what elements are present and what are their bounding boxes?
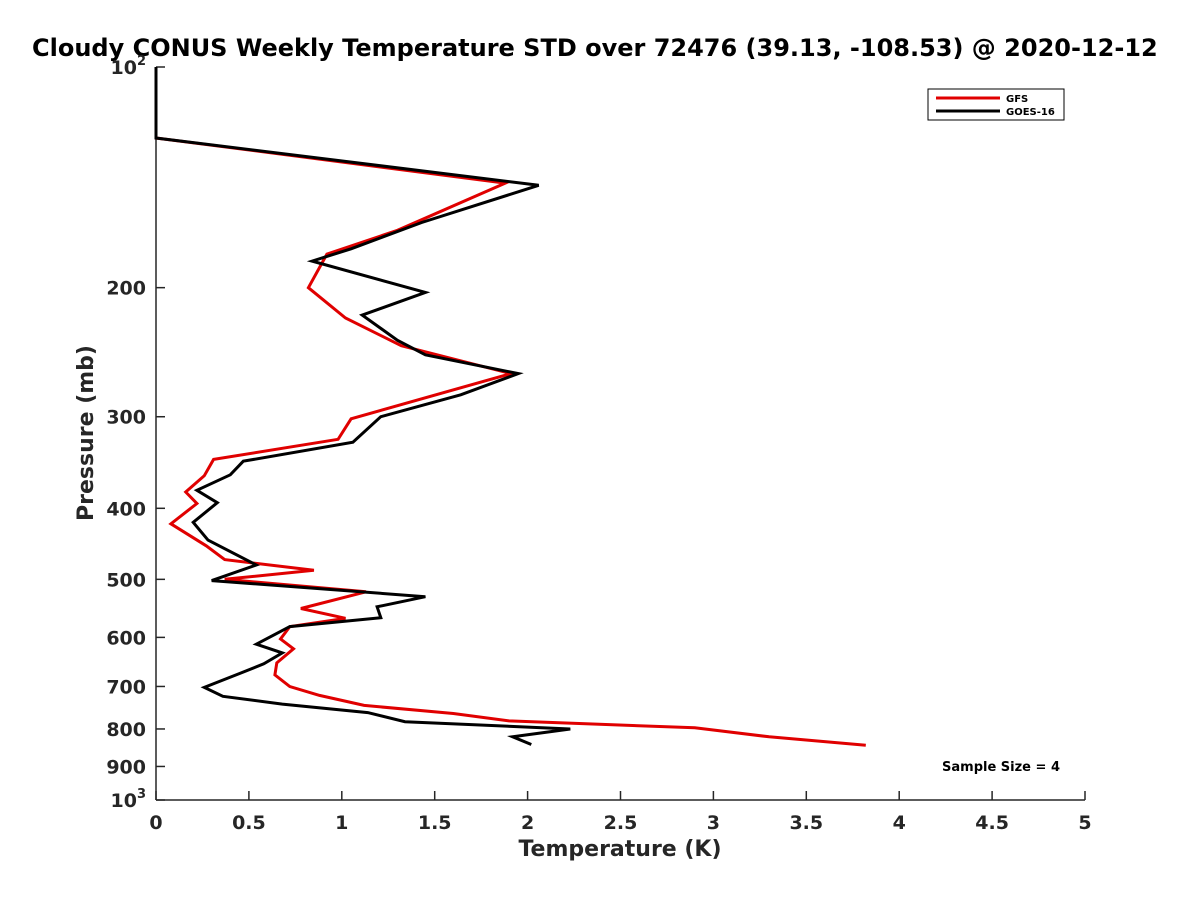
- series-lines: [154, 67, 866, 747]
- y-tick-label: 800: [106, 719, 146, 741]
- legend-entry-label: GOES-16: [1006, 107, 1055, 118]
- legend: GFS GOES-16: [927, 88, 1065, 121]
- y-tick-label: 300: [106, 407, 146, 429]
- y-tick-label: 400: [106, 498, 146, 520]
- y-axis-ticks: 102 200 300 400 500 600 700 800 900 103: [106, 54, 165, 812]
- x-tick-label: 1.5: [418, 812, 452, 834]
- x-tick-label: 2: [521, 812, 534, 834]
- x-tick-label: 1: [335, 812, 348, 834]
- x-tick-label: 4: [893, 812, 906, 834]
- x-tick-label: 4.5: [975, 812, 1009, 834]
- series-line-gfs: [154, 67, 866, 747]
- legend-box: [927, 88, 1065, 121]
- x-tick-label: 0.5: [232, 812, 266, 834]
- x-axis-label: Temperature (K): [518, 837, 721, 862]
- chart-title: Cloudy CONUS Weekly Temperature STD over…: [32, 34, 1158, 62]
- x-tick-label: 0: [149, 812, 162, 834]
- sample-size-annotation: Sample Size = 4: [942, 760, 1060, 775]
- x-tick-label: 2.5: [604, 812, 638, 834]
- y-tick-label: 600: [106, 627, 146, 649]
- x-tick-label: 5: [1078, 812, 1091, 834]
- y-tick-label: 200: [106, 278, 146, 300]
- legend-entry-label: GFS: [1006, 94, 1028, 105]
- y-tick-label: 500: [106, 569, 146, 591]
- x-axis-ticks: 0 0.5 1 1.5 2 2.5 3 3.5 4 4.5 5: [149, 791, 1092, 834]
- x-tick-label: 3.5: [789, 812, 823, 834]
- y-tick-label: 102: [111, 54, 147, 79]
- y-tick-label: 103: [111, 787, 147, 812]
- y-tick-label: 700: [106, 676, 146, 698]
- x-tick-label: 3: [707, 812, 720, 834]
- y-axis-label: Pressure (mb): [74, 345, 99, 521]
- y-tick-label: 900: [106, 756, 146, 778]
- series-line-goes-16: [154, 67, 571, 746]
